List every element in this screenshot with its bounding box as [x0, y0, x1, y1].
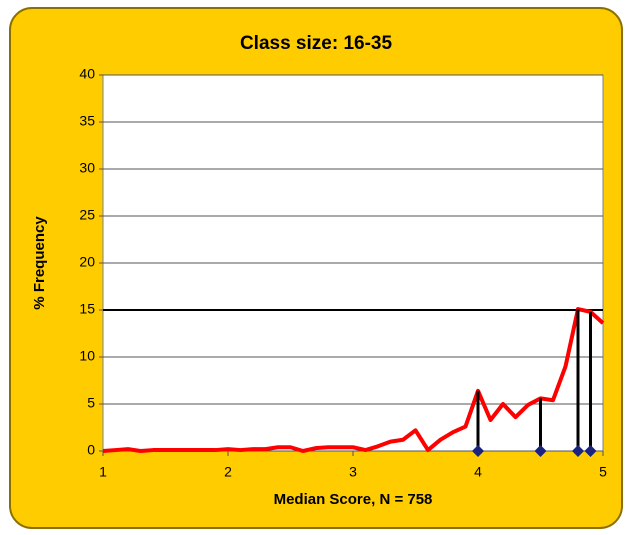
- marker: [534, 445, 547, 457]
- x-tick-label: 2: [224, 464, 232, 480]
- marker: [572, 445, 584, 457]
- y-axis-label: % Frequency: [31, 216, 48, 310]
- chart-title: Class size: 16-35: [240, 33, 393, 54]
- y-tick-label: 40: [79, 66, 95, 82]
- y-tick-label: 20: [79, 254, 95, 270]
- x-tick-label: 3: [349, 464, 357, 480]
- y-tick-label: 30: [79, 160, 95, 176]
- marker: [472, 445, 484, 457]
- x-tick-label: 4: [474, 464, 482, 480]
- y-tick-label: 35: [79, 113, 95, 129]
- y-tick-label: 25: [79, 207, 95, 223]
- x-tick-label: 1: [99, 464, 107, 480]
- data-line: [102, 307, 605, 453]
- x-tick-label: 5: [599, 464, 607, 480]
- y-tick-label: 10: [79, 348, 95, 364]
- x-axis-label: Median Score, N = 758: [274, 491, 433, 508]
- marker: [584, 445, 597, 457]
- y-tick-label: 0: [87, 442, 95, 458]
- y-tick-label: 15: [79, 301, 95, 317]
- y-tick-label: 5: [87, 395, 95, 411]
